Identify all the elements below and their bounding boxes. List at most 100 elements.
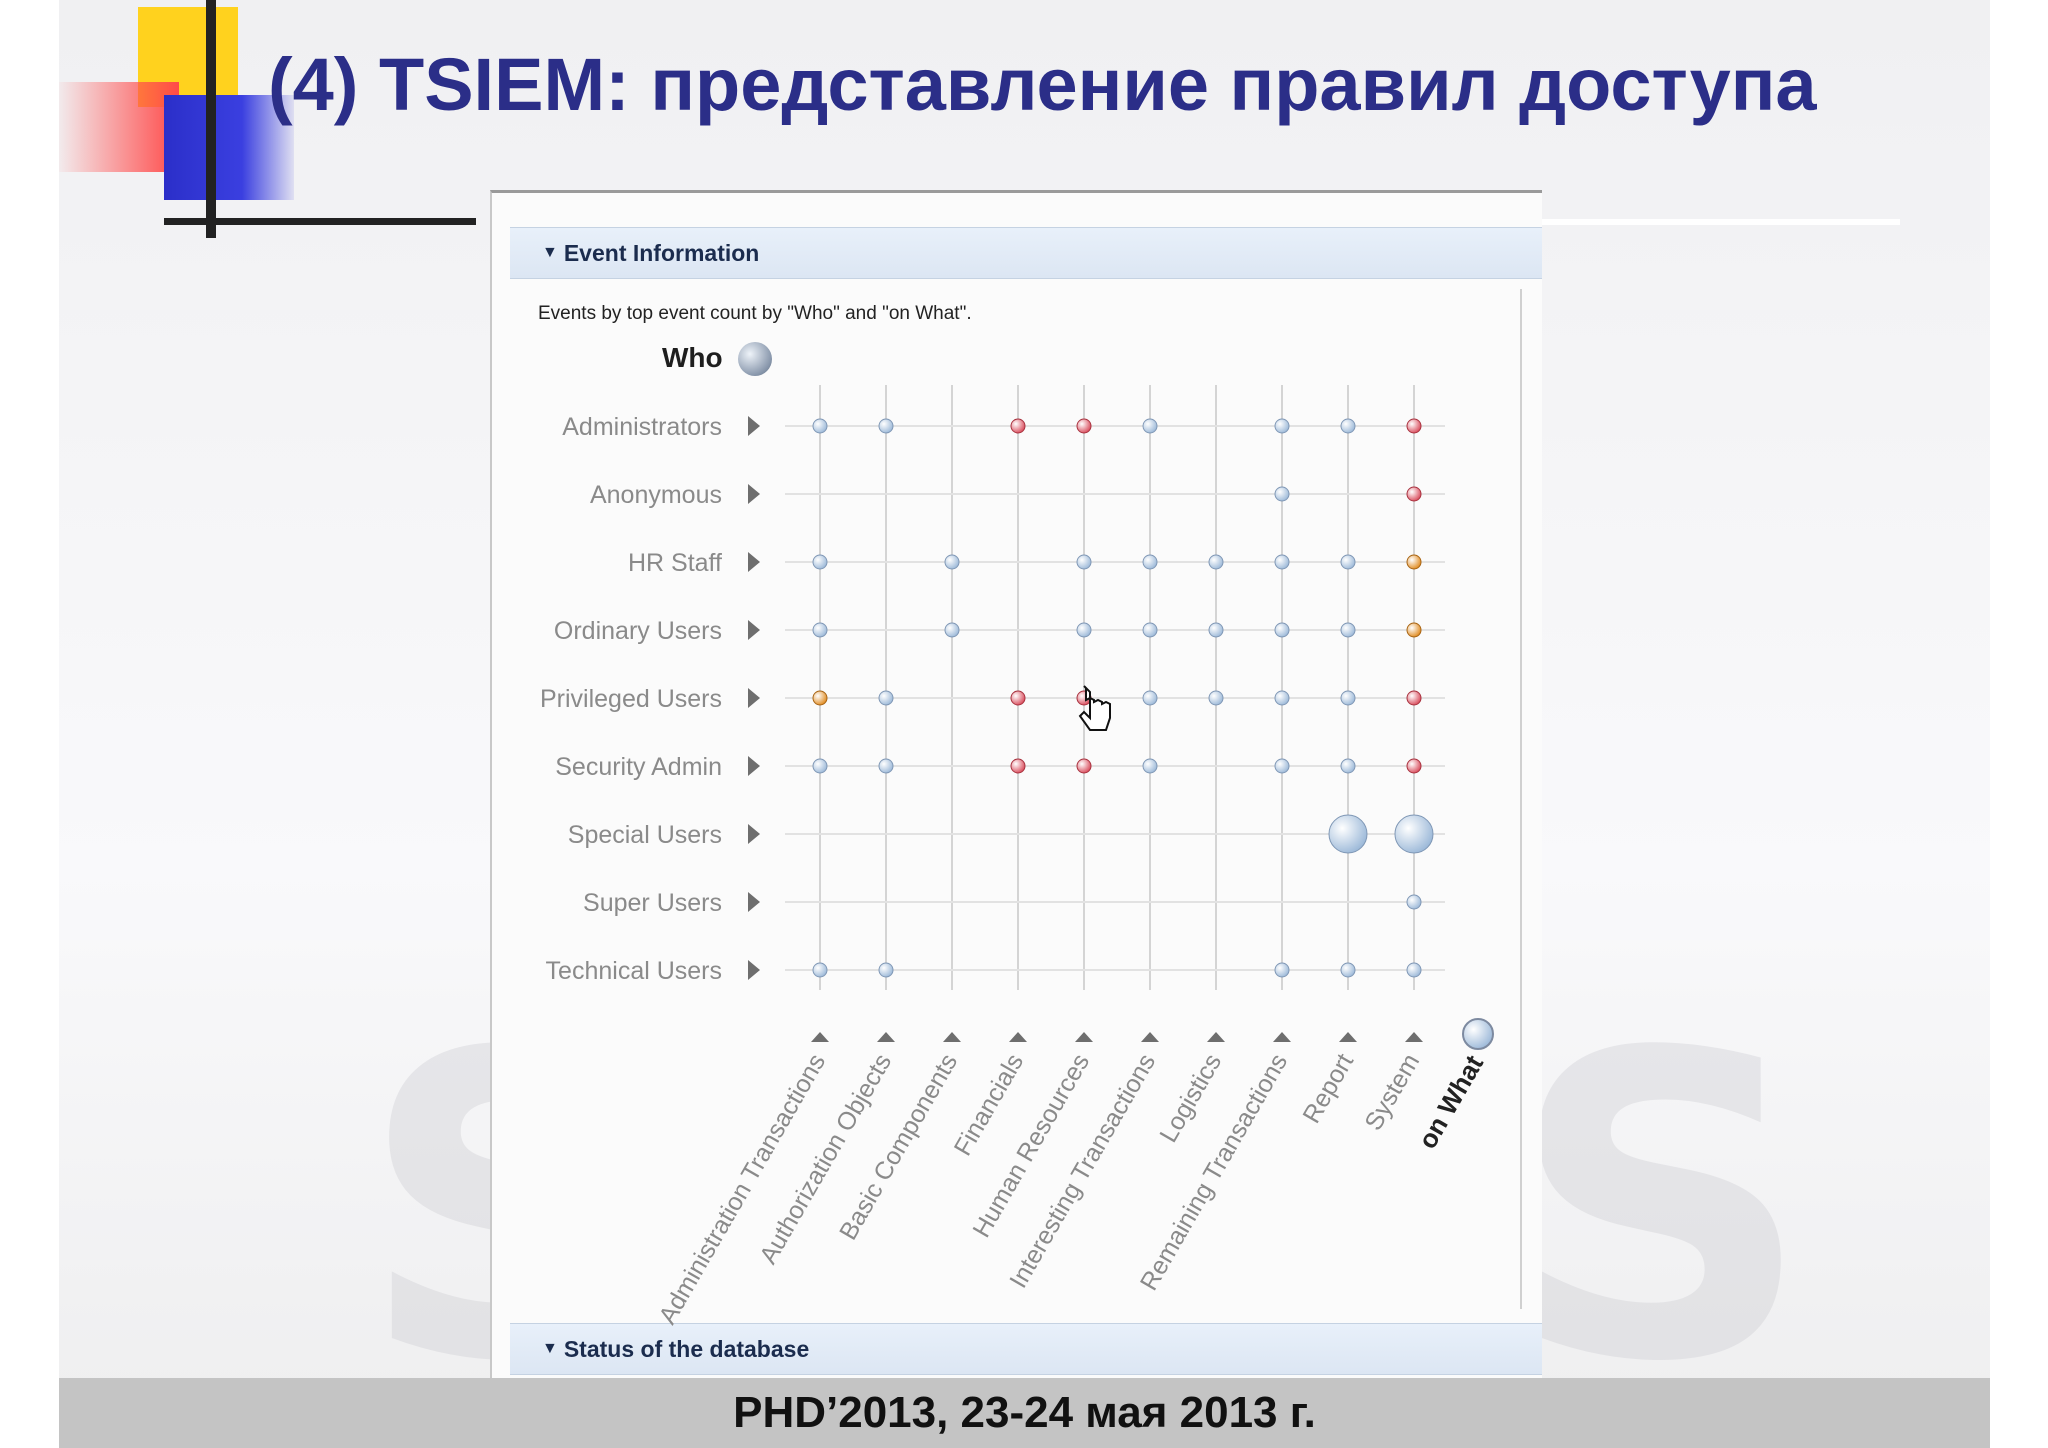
data-point[interactable] (1328, 814, 1368, 854)
data-point[interactable] (1142, 554, 1158, 570)
row-label[interactable]: Privileged Users (540, 685, 722, 713)
data-point[interactable] (1142, 690, 1158, 706)
row-label[interactable]: Anonymous (590, 481, 722, 509)
column-sort-arrow-icon[interactable] (943, 1032, 961, 1042)
column-label[interactable]: Logistics (1154, 1049, 1227, 1147)
column-label[interactable]: Report (1297, 1049, 1359, 1128)
screenshot-panel: ▼ Event Information Events by top event … (490, 190, 1542, 1383)
event-information-title: Event Information (563, 239, 760, 266)
data-point[interactable] (1340, 690, 1356, 706)
decor-vertical-line (206, 0, 216, 238)
data-point[interactable] (1274, 418, 1290, 434)
data-point[interactable] (878, 690, 894, 706)
data-point[interactable] (1274, 690, 1290, 706)
data-point[interactable] (1340, 554, 1356, 570)
data-point[interactable] (1274, 622, 1290, 638)
row-expand-arrow-icon[interactable] (748, 552, 760, 572)
column-sort-arrow-icon[interactable] (1009, 1032, 1027, 1042)
data-point[interactable] (1142, 622, 1158, 638)
database-status-header[interactable]: ▼ Status of the database (510, 1323, 1542, 1375)
row-label[interactable]: Administrators (562, 413, 722, 441)
column-label[interactable]: Basic Components (834, 1049, 963, 1245)
data-point[interactable] (1340, 962, 1356, 978)
column-sort-arrow-icon[interactable] (1075, 1032, 1093, 1042)
data-point[interactable] (1076, 418, 1092, 434)
column-label[interactable]: System (1359, 1049, 1425, 1135)
data-point[interactable] (1394, 814, 1434, 854)
who-sort-icon[interactable] (738, 342, 772, 376)
data-point[interactable] (1010, 690, 1026, 706)
data-point[interactable] (1010, 418, 1026, 434)
data-point[interactable] (1406, 486, 1422, 502)
data-point[interactable] (1208, 690, 1224, 706)
data-point[interactable] (878, 418, 894, 434)
column-sort-arrow-icon[interactable] (1339, 1032, 1357, 1042)
row-expand-arrow-icon[interactable] (748, 756, 760, 776)
data-point[interactable] (1076, 622, 1092, 638)
row-expand-arrow-icon[interactable] (748, 960, 760, 980)
row-expand-arrow-icon[interactable] (748, 620, 760, 640)
data-point[interactable] (1406, 418, 1422, 434)
decor-horizontal-line (164, 218, 476, 225)
column-sort-arrow-icon[interactable] (811, 1032, 829, 1042)
collapse-triangle-icon: ▼ (542, 1340, 558, 1357)
data-point[interactable] (1340, 418, 1356, 434)
column-sort-arrow-icon[interactable] (1141, 1032, 1159, 1042)
data-point[interactable] (812, 622, 828, 638)
row-expand-arrow-icon[interactable] (748, 484, 760, 504)
data-point[interactable] (812, 418, 828, 434)
column-sort-arrow-icon[interactable] (877, 1032, 895, 1042)
data-point[interactable] (812, 554, 828, 570)
data-point[interactable] (1142, 758, 1158, 774)
access-matrix-chart: Administrators Anonymous HR Staff Ordinary … (540, 385, 1494, 1329)
column-label[interactable]: Remaining Transactions (1135, 1049, 1293, 1295)
data-point[interactable] (1274, 962, 1290, 978)
database-status-title: Status of the database (563, 1335, 810, 1362)
data-point[interactable] (1406, 622, 1422, 638)
row-label[interactable]: HR Staff (628, 549, 722, 577)
data-point[interactable] (1406, 894, 1422, 910)
data-point[interactable] (812, 758, 828, 774)
data-point[interactable] (1274, 554, 1290, 570)
data-point[interactable] (878, 962, 894, 978)
data-point[interactable] (944, 622, 960, 638)
data-point[interactable] (1274, 758, 1290, 774)
row-label[interactable]: Technical Users (546, 957, 722, 985)
row-label[interactable]: Ordinary Users (554, 617, 722, 645)
data-point[interactable] (1208, 554, 1224, 570)
row-label[interactable]: Super Users (583, 889, 722, 917)
data-point[interactable] (944, 554, 960, 570)
data-point[interactable] (1406, 690, 1422, 706)
slide-footer: PHD’2013, 23-24 мая 2013 г. (59, 1378, 1990, 1448)
chart-description: Events by top event count by "Who" and "… (538, 303, 972, 324)
data-point[interactable] (1406, 962, 1422, 978)
data-point[interactable] (1010, 758, 1026, 774)
slide-title: (4) TSIEM: представление правил доступа (268, 43, 1817, 126)
data-point[interactable] (1076, 554, 1092, 570)
data-point[interactable] (1406, 554, 1422, 570)
decor-white-line (1540, 219, 1900, 225)
data-point[interactable] (878, 758, 894, 774)
collapse-triangle-icon: ▼ (542, 244, 558, 261)
row-expand-arrow-icon[interactable] (748, 416, 760, 436)
data-point[interactable] (1340, 622, 1356, 638)
row-expand-arrow-icon[interactable] (748, 824, 760, 844)
column-sort-arrow-icon[interactable] (1207, 1032, 1225, 1042)
row-expand-arrow-icon[interactable] (748, 688, 760, 708)
data-point[interactable] (1274, 486, 1290, 502)
event-information-header[interactable]: ▼ Event Information (510, 227, 1542, 279)
row-label[interactable]: Security Admin (555, 753, 722, 781)
data-point[interactable] (812, 962, 828, 978)
column-sort-arrow-icon[interactable] (1273, 1032, 1291, 1042)
data-point[interactable] (1340, 758, 1356, 774)
column-label[interactable]: Human Resources (967, 1049, 1095, 1242)
data-point[interactable] (1406, 758, 1422, 774)
row-label[interactable]: Special Users (568, 821, 722, 849)
data-point[interactable] (1142, 418, 1158, 434)
data-point[interactable] (1076, 758, 1092, 774)
row-expand-arrow-icon[interactable] (748, 892, 760, 912)
data-point[interactable] (812, 690, 828, 706)
on-what-sort-icon[interactable] (1462, 1018, 1494, 1050)
column-sort-arrow-icon[interactable] (1405, 1032, 1423, 1042)
data-point[interactable] (1208, 622, 1224, 638)
